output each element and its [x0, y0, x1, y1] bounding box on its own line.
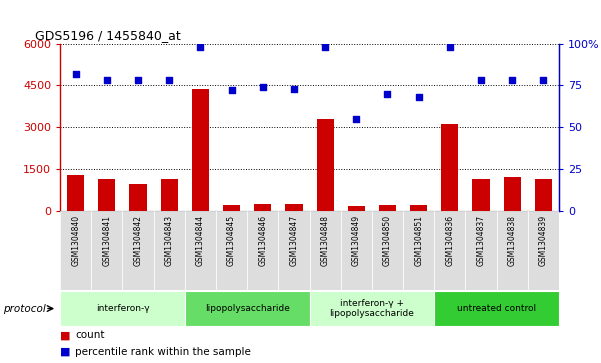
Text: GDS5196 / 1455840_at: GDS5196 / 1455840_at — [35, 29, 181, 42]
Text: GSM1304844: GSM1304844 — [196, 215, 205, 266]
Bar — [379, 205, 396, 211]
Bar — [410, 205, 427, 211]
Point — [133, 77, 143, 83]
Text: GSM1304840: GSM1304840 — [71, 215, 80, 266]
Text: untreated control: untreated control — [457, 304, 536, 313]
Bar — [341, 211, 372, 290]
Bar — [192, 90, 209, 211]
Point — [383, 91, 392, 97]
Text: GSM1304847: GSM1304847 — [290, 215, 299, 266]
Bar — [223, 205, 240, 211]
Bar — [496, 211, 528, 290]
Bar — [434, 291, 559, 326]
Bar — [348, 205, 365, 211]
Text: interferon-γ: interferon-γ — [96, 304, 149, 313]
Text: ■: ■ — [60, 330, 70, 340]
Bar — [254, 204, 271, 211]
Point — [507, 77, 517, 83]
Text: ■: ■ — [60, 347, 70, 357]
Bar — [247, 211, 278, 290]
Text: GSM1304836: GSM1304836 — [445, 215, 454, 266]
Text: GSM1304849: GSM1304849 — [352, 215, 361, 266]
Bar — [403, 211, 434, 290]
Text: GSM1304842: GSM1304842 — [133, 215, 142, 265]
Point — [102, 77, 112, 83]
Text: GSM1304850: GSM1304850 — [383, 215, 392, 266]
Bar — [185, 291, 310, 326]
Point — [227, 87, 236, 93]
Bar — [60, 211, 91, 290]
Text: GSM1304845: GSM1304845 — [227, 215, 236, 266]
Text: lipopolysaccharide: lipopolysaccharide — [205, 304, 290, 313]
Bar — [528, 211, 559, 290]
Text: count: count — [75, 330, 105, 340]
Bar — [60, 291, 185, 326]
Bar — [185, 211, 216, 290]
Text: GSM1304846: GSM1304846 — [258, 215, 267, 266]
Point — [165, 77, 174, 83]
Text: GSM1304843: GSM1304843 — [165, 215, 174, 266]
Point — [538, 77, 548, 83]
Point — [445, 44, 454, 50]
Bar — [99, 179, 115, 211]
Bar — [285, 204, 302, 211]
Bar — [434, 211, 465, 290]
Bar — [278, 211, 310, 290]
Text: GSM1304841: GSM1304841 — [102, 215, 111, 265]
Text: GSM1304851: GSM1304851 — [414, 215, 423, 265]
Text: protocol: protocol — [3, 303, 46, 314]
Point — [195, 44, 205, 50]
Bar — [372, 211, 403, 290]
Bar — [310, 291, 435, 326]
Bar — [67, 175, 84, 211]
Point — [71, 71, 81, 77]
Bar — [216, 211, 247, 290]
Point — [320, 44, 330, 50]
Point — [352, 116, 361, 122]
Point — [289, 86, 299, 91]
Bar — [91, 211, 123, 290]
Bar — [129, 184, 147, 211]
Bar — [310, 211, 341, 290]
Text: interferon-γ +
lipopolysaccharide: interferon-γ + lipopolysaccharide — [329, 299, 414, 318]
Point — [414, 94, 424, 100]
Bar — [123, 211, 154, 290]
Text: percentile rank within the sample: percentile rank within the sample — [75, 347, 251, 357]
Text: GSM1304848: GSM1304848 — [320, 215, 329, 265]
Point — [476, 77, 486, 83]
Bar — [154, 211, 185, 290]
Bar — [317, 119, 334, 211]
Bar — [441, 124, 459, 211]
Bar — [535, 179, 552, 211]
Text: GSM1304837: GSM1304837 — [477, 215, 486, 266]
Bar — [472, 179, 490, 211]
Bar — [504, 177, 520, 211]
Point — [258, 84, 267, 90]
Text: GSM1304838: GSM1304838 — [508, 215, 517, 265]
Text: GSM1304839: GSM1304839 — [539, 215, 548, 266]
Bar — [465, 211, 496, 290]
Bar — [160, 179, 178, 211]
